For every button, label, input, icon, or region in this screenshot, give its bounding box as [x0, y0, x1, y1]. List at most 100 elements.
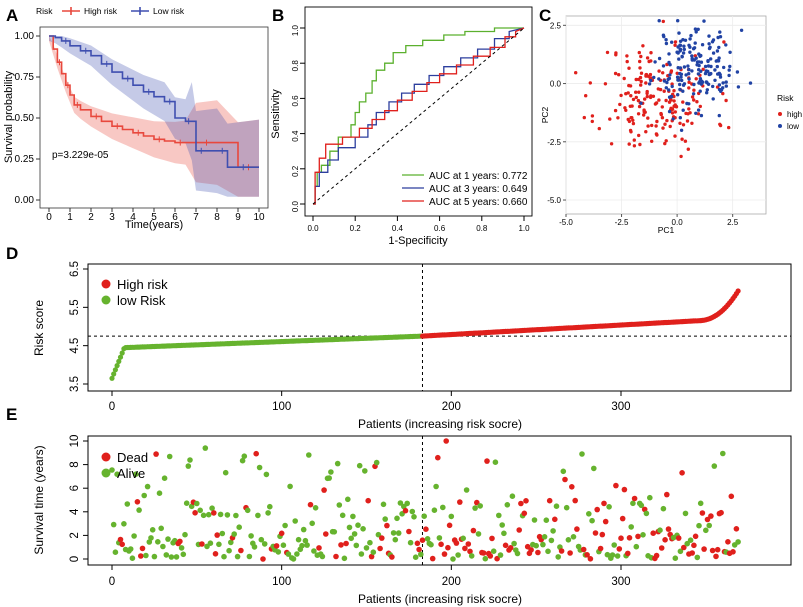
- pca-point-low: [727, 73, 731, 78]
- y-tick-label: 0.4: [291, 130, 300, 142]
- pca-point-low: [709, 71, 713, 76]
- status-point-alive: [475, 531, 482, 537]
- pca-point-high: [649, 51, 653, 55]
- status-point-alive: [363, 545, 370, 551]
- pca-point-high: [687, 107, 691, 111]
- pca-point-high: [624, 92, 628, 96]
- pca-point-high: [628, 84, 633, 88]
- pca-point-high: [634, 90, 638, 94]
- pca-point-low: [707, 34, 711, 38]
- pca-point-high: [642, 113, 646, 117]
- pca-point-low: [665, 80, 669, 85]
- status-point-alive: [407, 539, 414, 546]
- panel-b-xlabel: 1-Specificity: [388, 235, 448, 247]
- status-point-dead: [333, 553, 339, 560]
- status-point-dead: [619, 515, 626, 522]
- pca-point-low: [736, 85, 741, 89]
- status-point-alive: [148, 535, 154, 541]
- status-point-alive: [647, 494, 653, 501]
- status-point-dead: [567, 550, 573, 556]
- status-point-dead: [523, 498, 529, 504]
- pca-point-high: [694, 77, 698, 81]
- status-point-alive: [672, 555, 679, 561]
- status-point-alive: [355, 522, 361, 528]
- km-ci-band-low: [49, 36, 259, 197]
- pca-point-high: [625, 59, 629, 64]
- legend-high-risk-text: High risk: [117, 277, 168, 292]
- status-point-dead: [377, 545, 383, 552]
- risk-point-low: [116, 358, 122, 364]
- status-point-alive: [294, 551, 300, 557]
- status-point-dead: [438, 541, 444, 548]
- pca-point-high: [638, 59, 642, 64]
- status-point-dead: [489, 535, 495, 542]
- pca-point-low: [679, 128, 684, 132]
- panel-b-ylabel: Sensitivity: [270, 89, 282, 139]
- pca-point-high: [724, 98, 728, 103]
- status-point-dead: [153, 451, 159, 457]
- y-tick-label: 2: [69, 532, 81, 538]
- pca-point-high: [613, 108, 618, 113]
- pca-point-high: [613, 71, 618, 76]
- status-point-dead: [713, 553, 719, 560]
- pca-point-low: [687, 67, 691, 72]
- pca-point-low: [690, 56, 694, 61]
- status-point-alive: [226, 547, 232, 554]
- y-tick-label: 2.5: [550, 21, 562, 30]
- pca-point-low: [717, 56, 721, 60]
- status-point-dead: [507, 545, 514, 551]
- status-point-alive: [404, 500, 411, 507]
- status-point-alive: [200, 512, 207, 519]
- status-point-alive: [477, 503, 484, 509]
- status-point-alive: [543, 517, 550, 523]
- pca-point-high: [639, 83, 643, 87]
- status-point-dead: [441, 551, 448, 557]
- status-point-alive: [265, 510, 271, 516]
- pca-point-low: [696, 27, 700, 31]
- status-point-alive: [703, 527, 709, 534]
- pca-point-low: [664, 41, 669, 46]
- pca-point-high: [638, 75, 643, 80]
- status-point-dead: [587, 556, 594, 562]
- pca-point-low: [711, 84, 715, 89]
- x-tick-label: 5: [151, 212, 157, 223]
- pca-point-high: [638, 66, 642, 70]
- pca-point-low: [662, 79, 667, 83]
- status-point-dead: [117, 536, 124, 543]
- status-point-alive: [586, 511, 592, 517]
- panel-d-xlabel: Patients (increasing risk socre): [358, 417, 522, 431]
- status-point-dead: [546, 497, 553, 504]
- pca-point-low: [667, 88, 671, 92]
- x-tick-label: 4: [130, 212, 136, 223]
- x-tick-label: 3: [109, 212, 115, 223]
- pca-point-high: [639, 79, 643, 84]
- status-point-alive: [158, 525, 164, 532]
- status-point-alive: [165, 536, 171, 542]
- status-point-dead: [692, 533, 699, 540]
- status-point-dead: [365, 497, 372, 504]
- pca-point-low: [653, 60, 657, 64]
- status-point-dead: [635, 533, 641, 540]
- pca-point-low: [699, 60, 704, 64]
- pca-point-high: [639, 54, 643, 59]
- pca-point-low: [669, 94, 673, 99]
- y-tick-label: 0.25: [15, 154, 35, 165]
- pca-point-high: [574, 71, 578, 75]
- status-point-alive: [163, 552, 170, 558]
- status-point-alive: [136, 507, 142, 513]
- status-point-alive: [161, 475, 168, 482]
- status-point-alive: [684, 540, 690, 547]
- pca-point-low: [691, 92, 696, 96]
- pca-point-low: [704, 80, 709, 84]
- status-point-dead: [214, 532, 220, 538]
- status-point-alive: [570, 534, 577, 540]
- pca-point-high: [683, 139, 688, 143]
- status-point-alive: [129, 555, 136, 561]
- status-point-alive: [499, 522, 506, 528]
- status-point-dead: [457, 499, 463, 505]
- pca-point-low: [698, 79, 702, 84]
- pca-point-high: [646, 116, 650, 120]
- status-point-alive: [312, 505, 319, 511]
- pca-point-low: [686, 64, 690, 68]
- status-point-alive: [362, 468, 368, 474]
